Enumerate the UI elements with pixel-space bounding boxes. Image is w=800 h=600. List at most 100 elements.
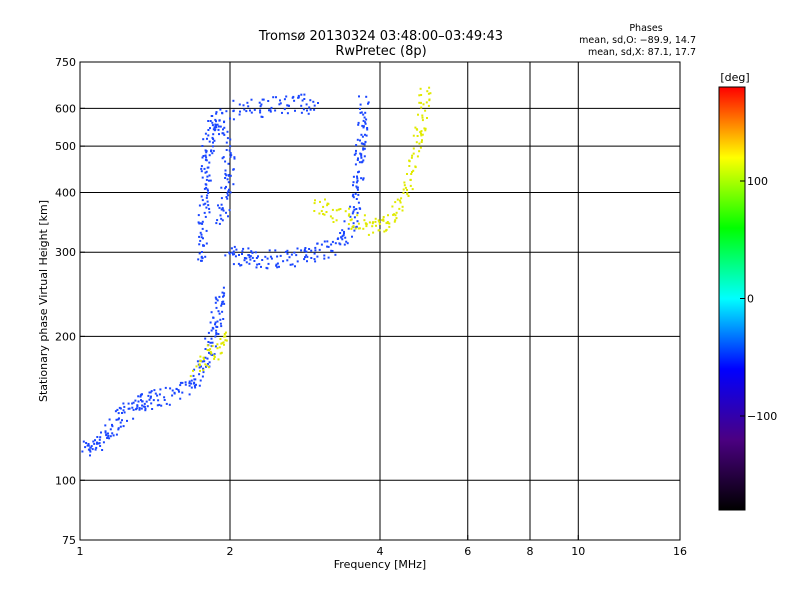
data-point: [322, 213, 325, 215]
data-point: [352, 193, 355, 196]
data-point: [131, 406, 134, 409]
data-point: [259, 111, 262, 114]
data-point: [139, 394, 142, 397]
data-point: [200, 256, 203, 259]
data-point: [364, 111, 367, 114]
data-point: [200, 365, 202, 368]
data-point: [294, 109, 296, 112]
data-point: [127, 402, 130, 405]
data-point: [210, 329, 213, 332]
colorbar-ticks: 100 0 −100: [740, 175, 777, 423]
data-point: [201, 227, 204, 230]
data-point: [190, 386, 193, 389]
data-point: [314, 260, 317, 263]
data-point: [82, 440, 85, 443]
data-point: [396, 198, 399, 201]
data-point: [416, 128, 419, 131]
data-point: [237, 262, 240, 265]
data-point: [117, 412, 120, 415]
data-point: [306, 109, 308, 112]
data-point: [420, 141, 423, 143]
data-point: [146, 405, 149, 408]
data-point: [323, 254, 326, 257]
data-point: [290, 253, 293, 256]
data-point: [307, 112, 310, 115]
x-tick-label: 8: [527, 545, 534, 558]
data-point: [217, 128, 220, 131]
data-point: [255, 266, 258, 269]
data-point: [109, 428, 112, 431]
data-point: [171, 394, 174, 397]
y-tick-label: 100: [55, 474, 76, 487]
data-point: [195, 365, 198, 368]
data-point: [382, 216, 385, 218]
x-axis-ticks: 1 2 4 6 8 10 16: [77, 535, 687, 558]
data-point: [362, 177, 365, 180]
data-point: [278, 265, 280, 268]
data-point: [305, 250, 308, 253]
data-point: [91, 448, 94, 451]
data-point: [362, 126, 365, 129]
data-point: [421, 133, 424, 136]
data-point: [214, 128, 217, 131]
data-point: [204, 255, 207, 258]
data-point: [394, 201, 397, 204]
x-tick-label: 2: [227, 545, 234, 558]
data-point: [227, 174, 230, 177]
data-point: [279, 102, 282, 105]
data-point: [229, 191, 232, 194]
data-point: [204, 149, 207, 152]
data-point: [188, 380, 191, 383]
data-point: [211, 136, 214, 139]
data-point: [132, 408, 135, 411]
data-point: [210, 311, 213, 314]
data-point: [239, 110, 241, 113]
data-point: [188, 384, 191, 387]
data-point: [219, 125, 222, 128]
data-point: [105, 433, 108, 436]
data-point: [261, 116, 264, 118]
data-point: [418, 142, 421, 145]
data-point: [420, 94, 423, 96]
data-point: [201, 220, 204, 223]
data-point: [362, 125, 365, 128]
data-point: [220, 186, 223, 189]
data-point: [362, 147, 365, 150]
data-point: [269, 255, 272, 258]
data-point: [360, 177, 363, 180]
data-point: [297, 94, 300, 97]
data-point: [221, 342, 224, 345]
data-point: [420, 106, 423, 109]
data-point: [111, 425, 114, 428]
data-point: [318, 212, 321, 215]
data-point: [122, 402, 125, 405]
data-point: [286, 104, 289, 107]
data-point: [126, 419, 128, 422]
data-point: [216, 219, 219, 222]
data-point: [131, 402, 134, 405]
data-point: [210, 352, 213, 355]
data-point: [381, 219, 384, 222]
data-point: [348, 213, 351, 216]
data-point: [372, 231, 375, 234]
data-point: [303, 248, 306, 251]
data-point: [395, 217, 398, 220]
data-point: [209, 321, 212, 324]
data-point: [199, 359, 202, 362]
data-point: [119, 407, 122, 410]
data-point: [275, 264, 278, 267]
data-point: [199, 369, 201, 372]
data-point: [203, 187, 206, 190]
data-point: [232, 183, 235, 186]
data-point: [383, 230, 386, 233]
data-point: [406, 189, 408, 191]
data-point: [224, 254, 227, 257]
data-point: [367, 233, 370, 236]
data-point: [89, 450, 92, 453]
data-point: [216, 343, 219, 346]
data-point: [224, 339, 227, 342]
data-point: [99, 445, 102, 447]
data-point: [251, 251, 254, 254]
data-point: [221, 301, 224, 303]
